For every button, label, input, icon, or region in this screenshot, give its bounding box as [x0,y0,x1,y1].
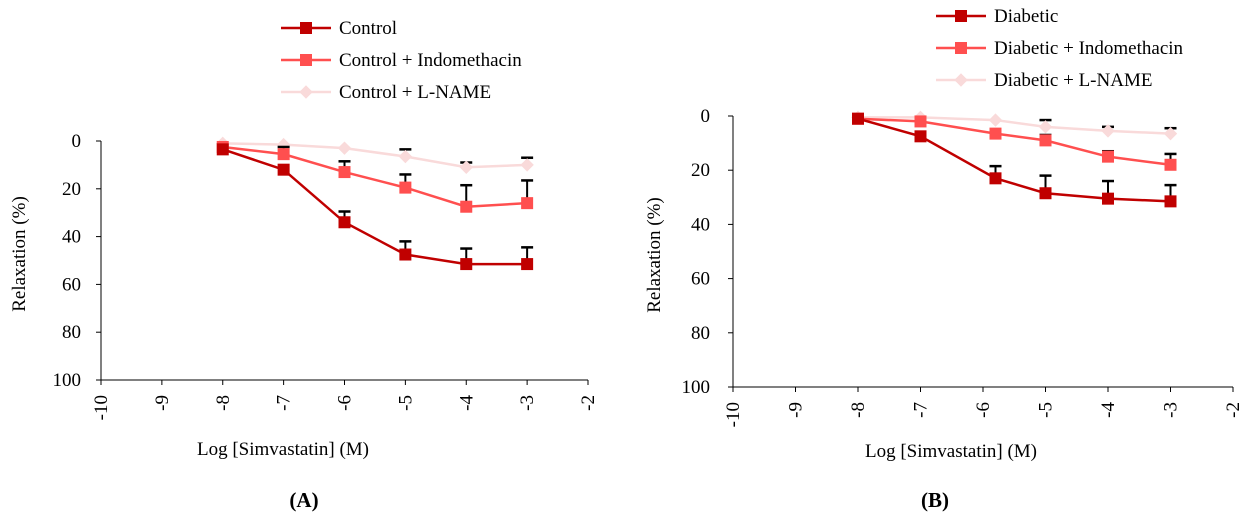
legend-item: Control [281,18,397,39]
data-point [520,158,534,172]
y-tick-label: 80 [62,322,81,343]
legend-marker [955,42,967,54]
legend-marker [300,54,312,66]
data-point [398,149,413,164]
series-line [858,116,1171,135]
x-tick-label: -8 [213,395,234,411]
series-line [857,117,1171,167]
legend-item: Diabetic [936,6,1058,27]
data-point [1102,192,1114,205]
x-axis-title: Log [Simvastatin] (M) [865,441,1037,462]
data-point [989,172,1002,185]
data-point [460,200,473,213]
chart-panel-a: 0 20 40 60 80 100 -10 -9 -8 -7 -6 -5 -4 -3 -2 Log [Simv… [9,18,599,512]
legend-item: Control + L-NAME [281,82,491,103]
legend-item: Diabetic + Indomethacin [936,38,1184,59]
legend-label: Diabetic + L-NAME [994,70,1152,91]
y-tick-label: 100 [682,377,711,398]
legend-label: Control [339,18,397,39]
x-tick-label: -8 [848,402,869,418]
data-point [1163,126,1178,141]
legend-label: Diabetic + Indomethacin [994,38,1184,59]
legend-marker [954,73,968,87]
x-tick-label: -7 [911,402,932,418]
data-point [277,148,290,161]
x-tick-label: -7 [274,395,295,411]
x-tick-label: -3 [517,395,538,411]
x-tick-label: -9 [786,402,807,418]
data-point [914,130,927,143]
data-point [460,258,473,271]
data-point [1102,150,1114,163]
x-tick-label: -10 [723,402,744,427]
data-point [1039,187,1052,200]
data-point [1164,158,1177,171]
data-point [989,127,1002,140]
legend-label: Control + Indomethacin [339,50,522,71]
y-axis-title: Relaxation (%) [644,197,665,313]
data-point [1039,134,1052,147]
legend-marker [300,22,312,34]
chart-panel-b: 0 20 40 60 80 100 -10 -9 -8 -7 -6 -5 -4 -3 -2 Log [Simv… [644,6,1244,512]
data-point [521,197,534,210]
series-1 [216,140,534,213]
series-2 [216,136,534,174]
data-point [914,115,927,128]
y-tick-label: 100 [53,370,82,391]
data-point [521,258,534,271]
x-tick-label: -5 [395,395,416,411]
legend-label: Control + L-NAME [339,82,491,103]
series-line [222,148,528,266]
x-tick-label: -4 [1098,402,1119,418]
data-point [1101,124,1115,138]
data-point [338,166,351,179]
y-tick-label: 40 [691,214,710,235]
panel-label: (A) [289,488,318,512]
y-tick-label: 0 [72,131,82,152]
y-tick-label: 60 [691,269,710,290]
panel-label: (B) [921,488,949,512]
legend-marker [299,85,313,99]
series-line [222,145,528,208]
y-tick-label: 0 [701,106,711,127]
data-point [852,112,864,125]
data-point [1164,195,1177,208]
legend-item: Control + Indomethacin [281,50,522,71]
x-tick-label: -6 [973,402,994,418]
x-tick-label: -5 [1036,402,1057,418]
series-line [857,117,1171,203]
data-point [277,163,290,176]
data-point [459,160,473,174]
data-point [1038,120,1053,134]
data-point [338,216,351,229]
y-axis-title: Relaxation (%) [9,196,30,312]
y-tick-label: 20 [62,179,81,200]
y-tick-label: 40 [62,227,81,248]
x-tick-label: -9 [152,395,173,411]
data-point [988,113,1003,127]
data-point [337,141,352,155]
data-point [216,143,229,156]
series-line [222,142,528,169]
x-tick-label: -2 [578,395,599,411]
legend-label: Diabetic [994,6,1058,27]
data-point [399,181,412,194]
y-tick-label: 80 [691,323,710,344]
legend-item: Diabetic + L-NAME [936,70,1152,91]
data-point [399,248,412,261]
x-tick-label: -4 [456,395,477,411]
x-tick-label: -3 [1161,402,1182,418]
series-0 [852,112,1177,208]
y-tick-label: 20 [691,160,710,181]
x-tick-label: -10 [91,395,112,420]
legend-marker [955,10,967,22]
x-axis-title: Log [Simvastatin] (M) [197,439,369,460]
series-0 [216,143,534,271]
x-tick-label: -2 [1223,402,1244,418]
y-tick-label: 60 [62,274,81,295]
x-tick-label: -6 [335,395,356,411]
